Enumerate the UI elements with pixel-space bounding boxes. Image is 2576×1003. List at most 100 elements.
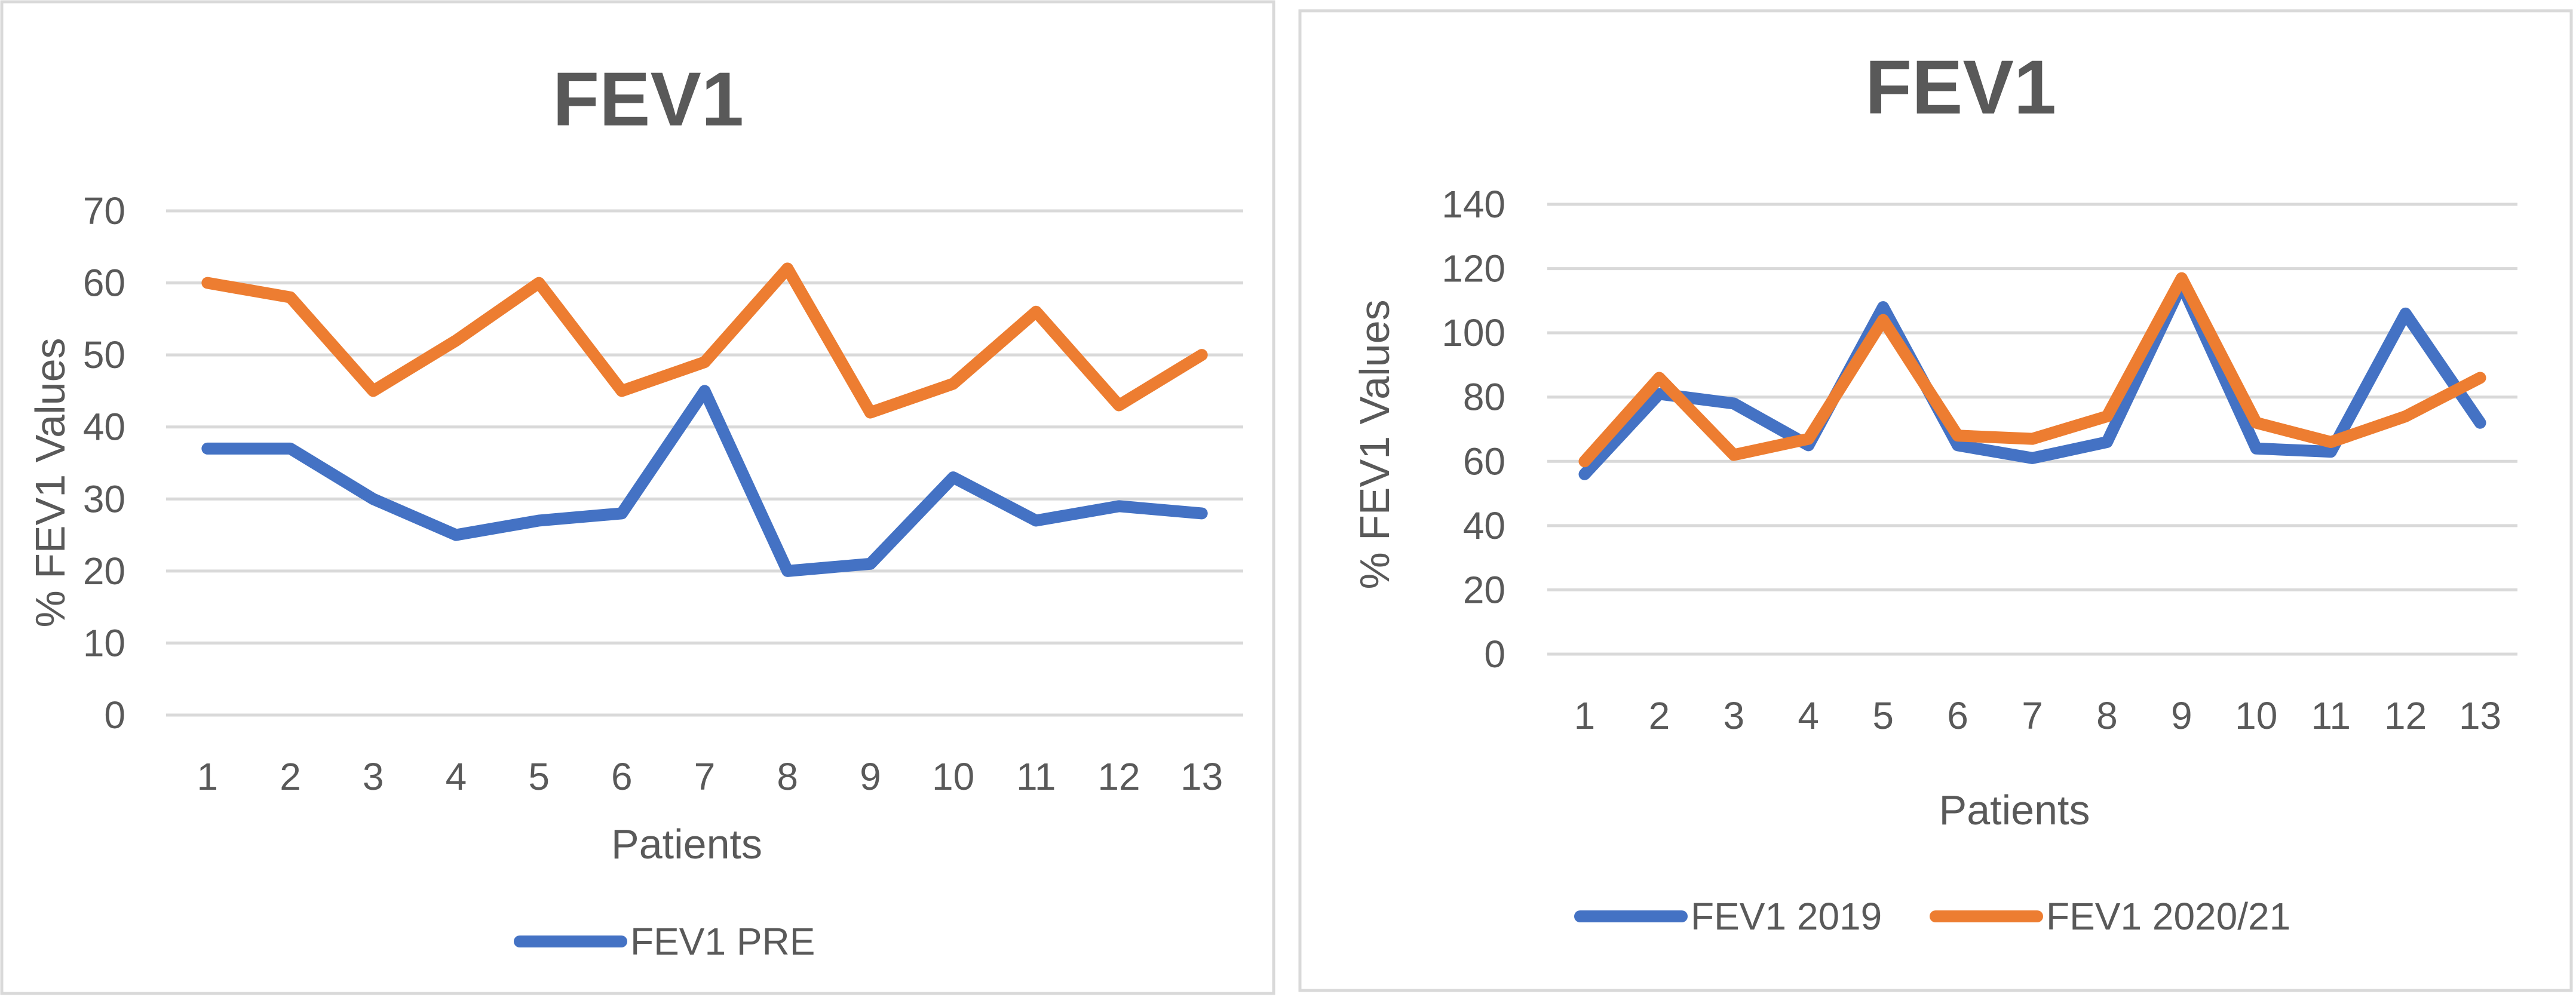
- data-point: [1808, 438, 1810, 440]
- data-point: [869, 563, 871, 565]
- legend-label: FEV1 2019: [1691, 895, 1882, 938]
- data-point: [207, 282, 208, 284]
- data-point: [952, 383, 954, 385]
- data-point: [2032, 457, 2033, 459]
- data-point: [2106, 415, 2108, 417]
- x-tick-label: 13: [1180, 755, 1223, 798]
- data-point: [1658, 393, 1660, 395]
- x-tick-label: 4: [446, 755, 467, 798]
- y-tick-label: 20: [83, 550, 125, 593]
- x-tick-label: 8: [2096, 694, 2118, 737]
- x-tick-label: 10: [932, 755, 974, 798]
- x-tick-label: 11: [1016, 755, 1056, 798]
- x-tick-label: 11: [2311, 694, 2350, 737]
- data-point: [372, 498, 374, 500]
- data-point: [1584, 461, 1586, 462]
- y-tick-label: 40: [83, 406, 125, 449]
- x-tick-label: 5: [528, 755, 550, 798]
- data-point: [1201, 354, 1203, 356]
- y-tick-label: 80: [1463, 376, 1505, 419]
- data-point: [2330, 451, 2332, 453]
- x-tick-label: 1: [1574, 694, 1596, 737]
- y-tick-label: 0: [1484, 633, 1505, 676]
- x-tick-label: 10: [2235, 694, 2277, 737]
- y-tick-label: 50: [83, 333, 125, 376]
- data-point: [1882, 306, 1884, 308]
- x-tick-label: 12: [2384, 694, 2427, 737]
- data-point: [704, 390, 706, 392]
- y-tick-label: 60: [1463, 440, 1505, 483]
- data-point: [869, 412, 871, 413]
- data-point: [207, 447, 208, 449]
- x-tick-label: 7: [2022, 694, 2043, 737]
- x-tick-label: 2: [1649, 694, 1670, 737]
- data-point: [1201, 513, 1203, 514]
- y-tick-label: 0: [104, 694, 125, 737]
- data-point: [538, 282, 540, 284]
- data-point: [2032, 438, 2033, 440]
- y-tick-label: 100: [1442, 311, 1505, 354]
- x-tick-label: 8: [777, 755, 798, 798]
- data-point: [455, 534, 457, 536]
- data-point: [372, 390, 374, 392]
- y-axis-title: % FEV1 Values: [1351, 299, 1398, 589]
- x-axis-title: Patients: [611, 821, 762, 867]
- data-point: [1957, 435, 1959, 437]
- chart-title: FEV1: [1865, 45, 2056, 130]
- data-point: [455, 340, 457, 342]
- data-point: [290, 296, 292, 298]
- x-tick-label: 3: [1724, 694, 1745, 737]
- x-tick-label: 6: [611, 755, 633, 798]
- data-point: [2405, 415, 2406, 417]
- x-tick-label: 3: [363, 755, 384, 798]
- x-tick-label: 9: [2171, 694, 2192, 737]
- y-tick-label: 70: [83, 189, 125, 232]
- y-tick-label: 60: [83, 262, 125, 305]
- data-point: [2479, 377, 2481, 379]
- x-tick-label: 5: [1872, 694, 1894, 737]
- data-point: [290, 447, 292, 449]
- x-tick-label: 9: [860, 755, 881, 798]
- data-point: [1733, 454, 1735, 456]
- x-tick-label: 12: [1097, 755, 1140, 798]
- data-point: [1733, 403, 1735, 404]
- data-point: [1882, 319, 1884, 321]
- y-tick-label: 10: [83, 621, 125, 664]
- data-point: [2181, 277, 2182, 279]
- y-tick-label: 120: [1442, 247, 1505, 290]
- data-point: [2330, 441, 2332, 443]
- data-point: [1658, 377, 1660, 379]
- y-tick-label: 140: [1442, 183, 1505, 226]
- chart-title: FEV1: [553, 57, 744, 142]
- data-point: [1118, 505, 1120, 507]
- y-tick-label: 40: [1463, 504, 1505, 547]
- legend-label: FEV1 PRE: [630, 920, 815, 963]
- data-point: [1118, 404, 1120, 406]
- data-point: [1957, 444, 1959, 446]
- x-tick-label: 1: [197, 755, 219, 798]
- x-tick-label: 2: [280, 755, 301, 798]
- chart-2-frame: [1298, 9, 2573, 992]
- data-point: [1035, 311, 1037, 312]
- data-point: [2255, 447, 2257, 449]
- data-point: [2106, 441, 2108, 443]
- data-point: [2405, 312, 2406, 314]
- x-axis-title: Patients: [1939, 787, 2090, 833]
- x-tick-label: 7: [694, 755, 716, 798]
- data-point: [952, 477, 954, 479]
- data-point: [704, 361, 706, 363]
- data-point: [1584, 473, 1586, 475]
- x-tick-label: 4: [1798, 694, 1819, 737]
- x-tick-label: 6: [1947, 694, 1968, 737]
- data-point: [538, 520, 540, 522]
- data-point: [787, 570, 789, 572]
- y-axis-title: % FEV1 Values: [27, 338, 73, 627]
- data-point: [787, 268, 789, 269]
- data-point: [621, 390, 622, 392]
- data-point: [2479, 422, 2481, 424]
- y-tick-label: 30: [83, 477, 125, 520]
- legend-label: FEV1 2020/21: [2046, 895, 2290, 938]
